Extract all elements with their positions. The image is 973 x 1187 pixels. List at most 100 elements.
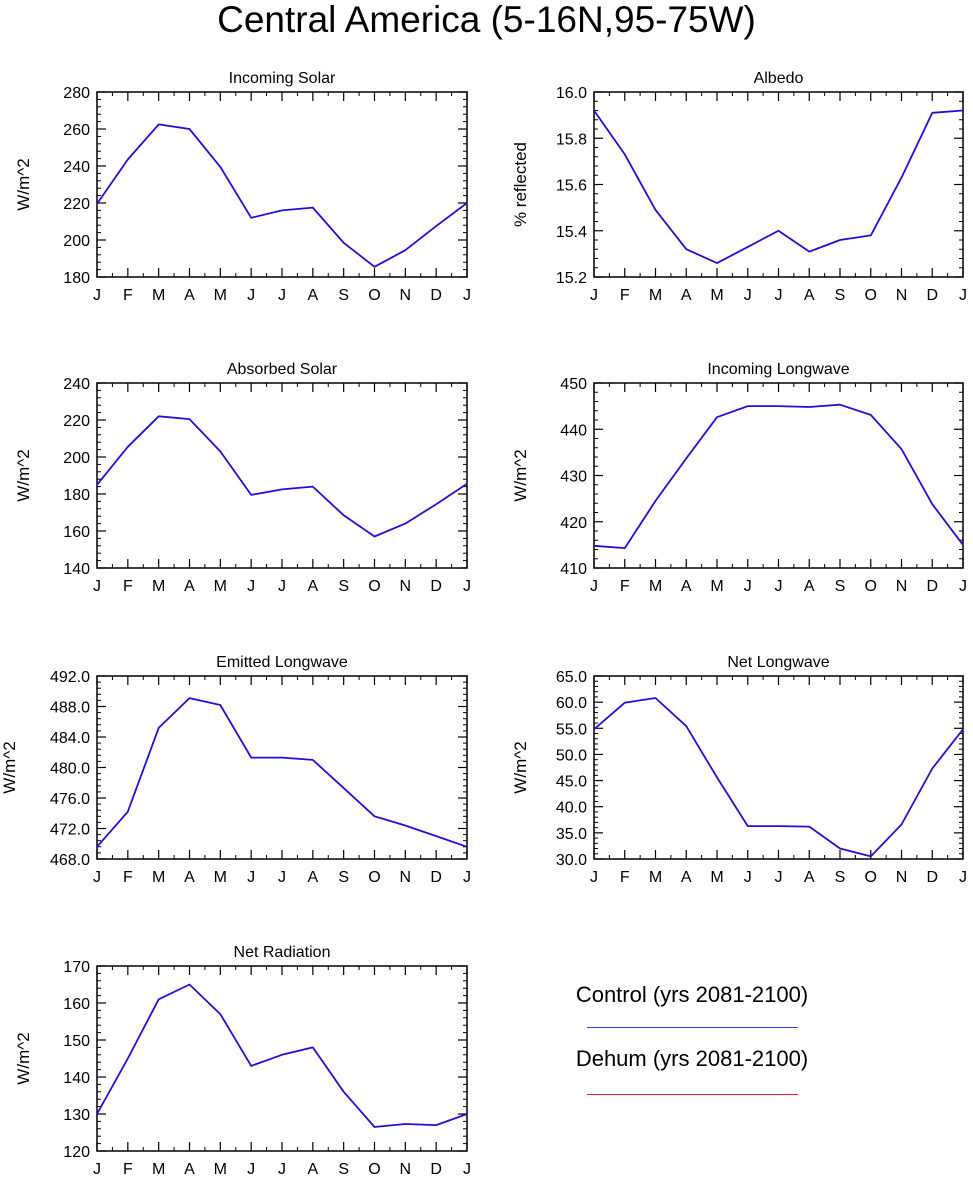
x-tick-label: M — [152, 287, 165, 304]
plot-frame — [593, 675, 964, 860]
series-line-control-yrs-2081-2100 — [593, 697, 964, 858]
x-tick-label: F — [123, 1161, 133, 1178]
y-axis-label: W/m^2 — [0, 741, 19, 793]
x-tick-label: A — [184, 287, 195, 304]
x-tick-label: J — [959, 869, 967, 886]
y-tick-label: 65.0 — [556, 669, 587, 686]
x-tick-label: D — [926, 578, 938, 595]
x-tick-label: D — [430, 287, 442, 304]
y-tick-label: 430 — [560, 469, 587, 486]
panel-title: Incoming Longwave — [707, 361, 849, 378]
x-tick-label: A — [804, 578, 815, 595]
x-tick-label: J — [590, 578, 598, 595]
series-line-control-yrs-2081-2100 — [96, 123, 468, 268]
x-tick-label: N — [400, 1161, 412, 1178]
x-tick-label: S — [338, 1161, 349, 1178]
y-tick-label: 440 — [560, 422, 587, 439]
x-tick-label: A — [307, 578, 318, 595]
x-tick-label: M — [710, 869, 723, 886]
x-tick-label: A — [681, 578, 692, 595]
x-tick-label: O — [368, 869, 380, 886]
y-tick-label: 488.0 — [50, 700, 90, 717]
legend-line-control — [587, 1027, 798, 1028]
x-tick-label: M — [710, 287, 723, 304]
x-tick-label: F — [123, 869, 133, 886]
x-tick-label: A — [307, 869, 318, 886]
y-tick-label: 170 — [63, 959, 90, 976]
legend-line-dehum — [587, 1094, 798, 1095]
panel-title: Net Longwave — [727, 654, 829, 671]
y-tick-label: 150 — [63, 1033, 90, 1050]
y-tick-label: 50.0 — [556, 747, 587, 764]
x-tick-label: A — [681, 287, 692, 304]
x-tick-label: N — [896, 869, 908, 886]
y-tick-label: 410 — [560, 561, 587, 578]
x-tick-label: M — [649, 869, 662, 886]
panel-title: Albedo — [754, 70, 804, 87]
y-axis-label: % reflected — [511, 142, 530, 227]
y-tick-label: 200 — [63, 233, 90, 250]
x-tick-label: J — [93, 1161, 101, 1178]
x-tick-label: S — [338, 869, 349, 886]
x-tick-label: M — [214, 1161, 227, 1178]
y-tick-label: 30.0 — [556, 852, 587, 869]
x-tick-label: O — [368, 1161, 380, 1178]
x-tick-label: A — [307, 1161, 318, 1178]
plot-frame — [593, 91, 964, 278]
y-axis-label: W/m^2 — [511, 449, 530, 501]
y-tick-label: 180 — [63, 270, 90, 287]
x-tick-label: S — [835, 578, 846, 595]
x-tick-label: M — [214, 869, 227, 886]
x-tick-label: J — [247, 869, 255, 886]
x-tick-label: D — [926, 287, 938, 304]
x-tick-label: J — [463, 869, 471, 886]
x-tick-label: O — [865, 869, 877, 886]
x-tick-label: M — [649, 287, 662, 304]
x-tick-label: F — [123, 578, 133, 595]
x-tick-label: M — [152, 869, 165, 886]
x-tick-label: O — [368, 578, 380, 595]
x-tick-label: D — [430, 578, 442, 595]
plot-frame — [96, 965, 468, 1152]
plot-frame — [593, 382, 964, 569]
x-tick-label: A — [307, 287, 318, 304]
x-tick-label: J — [744, 869, 752, 886]
panel-title: Incoming Solar — [229, 70, 336, 87]
x-tick-label: J — [278, 1161, 286, 1178]
y-tick-label: 140 — [63, 561, 90, 578]
x-tick-label: A — [804, 287, 815, 304]
x-tick-label: A — [681, 869, 692, 886]
x-tick-label: J — [93, 578, 101, 595]
x-tick-label: N — [400, 869, 412, 886]
x-tick-label: N — [896, 287, 908, 304]
page-title: Central America (5-16N,95-75W) — [217, 0, 756, 40]
y-tick-label: 480.0 — [50, 761, 90, 778]
x-tick-label: J — [463, 1161, 471, 1178]
x-tick-label: D — [926, 869, 938, 886]
x-tick-label: J — [278, 869, 286, 886]
x-tick-label: F — [620, 578, 630, 595]
series-line-control-yrs-2081-2100 — [593, 403, 964, 549]
y-axis-label: W/m^2 — [511, 741, 530, 793]
x-tick-label: J — [775, 287, 783, 304]
y-tick-label: 472.0 — [50, 822, 90, 839]
plot-frame — [96, 91, 468, 278]
x-tick-label: J — [247, 287, 255, 304]
series-line-control-yrs-2081-2100 — [593, 109, 964, 265]
x-tick-label: S — [338, 578, 349, 595]
x-tick-label: F — [620, 869, 630, 886]
x-tick-label: J — [463, 578, 471, 595]
y-tick-label: 240 — [63, 376, 90, 393]
y-tick-label: 468.0 — [50, 852, 90, 869]
panel-title: Net Radiation — [234, 944, 331, 961]
x-tick-label: A — [184, 869, 195, 886]
x-tick-label: A — [184, 578, 195, 595]
x-tick-label: O — [865, 287, 877, 304]
x-tick-label: J — [959, 578, 967, 595]
x-tick-label: F — [620, 287, 630, 304]
y-tick-label: 220 — [63, 196, 90, 213]
x-tick-label: J — [278, 578, 286, 595]
